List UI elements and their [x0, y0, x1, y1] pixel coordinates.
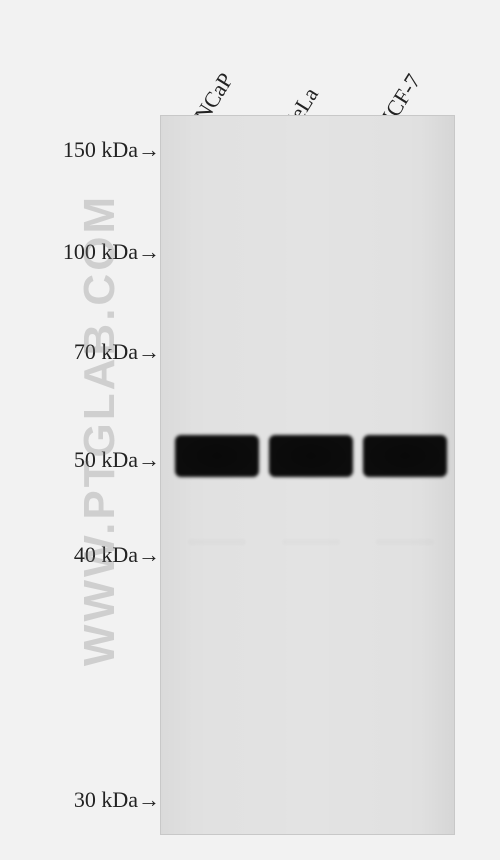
band-mcf7-50kda [363, 435, 447, 477]
band-lncap-50kda [175, 435, 259, 477]
faint-band-mcf7 [376, 539, 435, 545]
marker-150kda: 150 kDa→ [63, 137, 160, 163]
faint-band-hela [282, 539, 341, 545]
western-blot-membrane [160, 115, 455, 835]
watermark-text: WWW.PTGLAB.COM [75, 194, 125, 666]
marker-30kda: 30 kDa→ [74, 787, 160, 813]
band-hela-50kda [269, 435, 353, 477]
figure-container: LNCaP HeLa MCF-7 150 kDa→ 100 kDa→ 70 kD… [0, 0, 500, 860]
faint-band-lncap [188, 539, 247, 545]
